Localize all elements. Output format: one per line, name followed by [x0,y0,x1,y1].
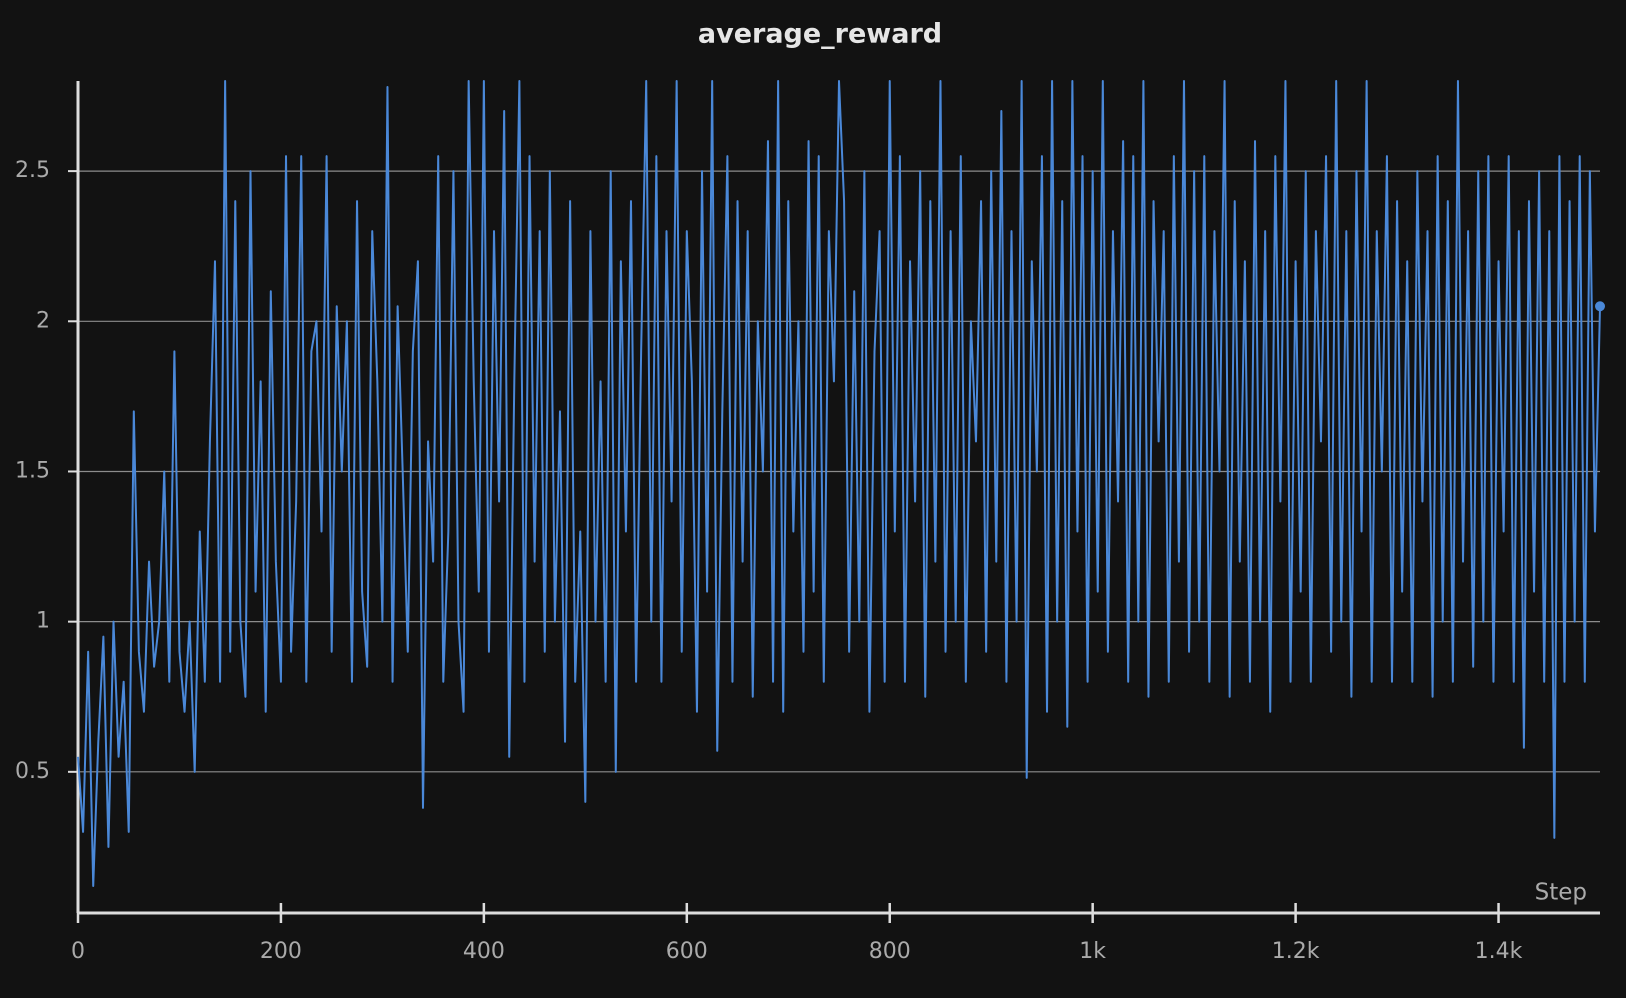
line [77,80,1601,887]
x-tick-label: 600 [666,939,708,964]
x-tick-label: 1k [1079,939,1106,964]
chart-title: average_reward [698,19,942,50]
y-tick-label: 1.5 [15,458,50,483]
y-tick-label: 0.5 [15,759,50,784]
x-tick-label: 400 [463,939,505,964]
x-tick-label: 1.4k [1475,939,1523,964]
x-tick-label: 1.2k [1272,939,1320,964]
x-axis-label: Step [1535,880,1587,906]
y-tick-label: 1 [36,609,50,634]
last-point [1595,301,1605,312]
x-tick-label: 0 [71,939,85,964]
y-tick-label: 2 [36,308,50,333]
x-tick-label: 200 [260,939,302,964]
x-tick-label: 800 [869,939,911,964]
y-tick-label: 2.5 [15,158,50,183]
